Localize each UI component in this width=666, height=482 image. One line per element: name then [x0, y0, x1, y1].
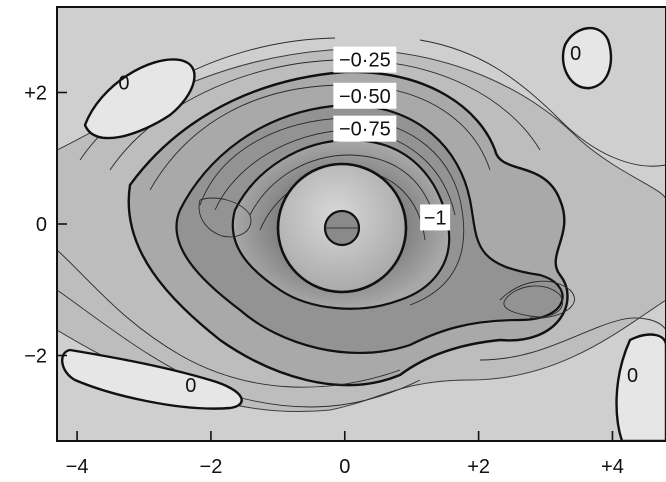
y-tick-label: +2 [24, 82, 47, 104]
contour-level-label: −0·75 [333, 115, 397, 142]
contour-level-label: −0·50 [333, 82, 397, 109]
contour-label-text: 0 [570, 43, 581, 65]
x-tick-label: +4 [601, 456, 624, 478]
zero-contour-label: 0 [570, 43, 581, 65]
zero-contour-label: 0 [185, 375, 196, 397]
x-axis: −4 −2 0 +2 +4 [66, 431, 624, 478]
x-tick-label: 0 [339, 456, 350, 478]
contour-label-box [333, 115, 397, 142]
contour-label-box [333, 46, 397, 73]
contour-level-0-island-2 [561, 26, 613, 90]
y-tick-label: −2 [24, 346, 47, 368]
x-tick-label: −2 [200, 456, 223, 478]
zero-contour-label: 0 [627, 365, 638, 387]
contour-label-text: 0 [627, 365, 638, 387]
contour-level-label: −1 [420, 204, 451, 231]
contour-label-box [420, 204, 451, 231]
contour-label-text: 0 [118, 73, 129, 95]
contour-level-label: −0·25 [333, 46, 397, 73]
y-tick-label: 0 [36, 214, 47, 236]
contour-label-text: −0·25 [339, 50, 391, 72]
y-axis: +2 0 −2 [24, 82, 67, 368]
contour-label-text: 0 [185, 375, 196, 397]
x-tick-label: −4 [66, 456, 89, 478]
x-tick-label: +2 [467, 456, 490, 478]
contour-label-text: −0·75 [339, 119, 391, 141]
contour-label-text: −1 [424, 207, 447, 229]
contour-level-0-island-1 [83, 58, 196, 140]
contour-field [57, 26, 666, 441]
contour-label-text: −0·50 [339, 86, 391, 108]
zero-contour-label: 0 [118, 73, 129, 95]
contour-labels: −0·25 −0·50 −0·75 −1 0 0 0 0 [118, 43, 638, 397]
contour-label-box [333, 82, 397, 109]
contour-level-0-island-3 [61, 348, 243, 410]
